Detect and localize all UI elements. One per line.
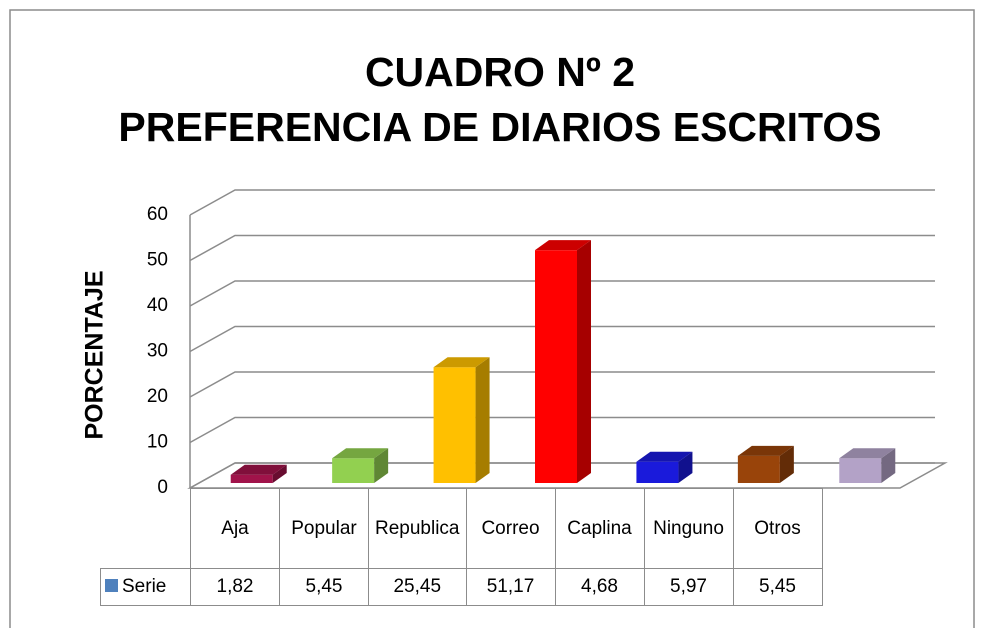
bar-front <box>433 367 476 483</box>
grid-line <box>189 280 935 307</box>
bar-side <box>475 357 490 483</box>
y-axis-label: PORCENTAJE <box>81 270 109 439</box>
chart-subtitle: PREFERENCIA DE DIARIOS ESCRITOS <box>118 104 881 150</box>
category-row: Aja Popular Republica Correo Caplina Ninguno O… <box>101 488 823 569</box>
y-tick-label: 60 <box>147 204 168 225</box>
y-tick-label: 40 <box>147 295 168 316</box>
value-cell: 5,45 <box>732 568 823 606</box>
category-cell: Caplina <box>554 488 645 569</box>
chart-title: CUADRO Nº 2 <box>365 49 635 95</box>
legend-label: Serie <box>122 576 167 597</box>
bar-side <box>678 451 693 483</box>
y-tick-label: 30 <box>147 341 168 362</box>
bar <box>636 451 693 483</box>
y-tick-label: 50 <box>147 250 168 271</box>
value-cell: 51,17 <box>465 568 556 606</box>
category-cell: Otros <box>732 488 823 569</box>
bar-top <box>230 464 287 475</box>
bar-front <box>535 250 577 483</box>
bar-side <box>881 448 896 483</box>
value-cell: 5,45 <box>279 568 369 606</box>
category-cell: Republica <box>368 488 467 569</box>
bar <box>535 240 591 483</box>
bar-side <box>374 448 389 483</box>
bar-front <box>332 458 375 483</box>
bar-front <box>636 461 679 483</box>
bar <box>433 357 490 483</box>
value-cell: 4,68 <box>554 568 645 606</box>
bar-top <box>636 451 693 462</box>
y-tick-label: 0 <box>157 477 168 498</box>
bar-side <box>577 240 591 483</box>
data-table: Aja Popular Republica Correo Caplina Ninguno O… <box>100 488 823 606</box>
bar-top <box>332 448 389 459</box>
category-cell: Popular <box>279 488 369 569</box>
grid-line <box>189 325 935 353</box>
value-cell: 25,45 <box>368 568 467 606</box>
bar-top <box>433 357 490 368</box>
category-cell: Correo <box>465 488 556 569</box>
grid-line <box>189 371 935 398</box>
bar-top <box>535 240 591 251</box>
bar <box>839 448 896 483</box>
bar <box>332 448 389 483</box>
bar-front <box>230 474 273 483</box>
bar <box>230 464 287 483</box>
bar-top <box>737 445 794 456</box>
value-cell: 1,82 <box>190 568 280 606</box>
bar-front <box>839 458 882 483</box>
bar-side <box>272 464 287 483</box>
value-row: Serie 1,82 5,45 25,45 51,17 4,68 5,97 5,45 <box>100 568 823 606</box>
y-tick-label: 20 <box>147 386 168 407</box>
bar-top <box>839 448 896 459</box>
bar-side <box>779 445 794 483</box>
grid-line <box>189 416 935 444</box>
y-tick-label: 10 <box>147 432 168 453</box>
category-cell: Ninguno <box>643 488 734 569</box>
grid-line <box>189 234 935 262</box>
blank-cell <box>101 489 191 569</box>
grid-line <box>189 189 935 216</box>
series-name-cell: Serie <box>100 568 191 606</box>
value-cell: 5,97 <box>643 568 734 606</box>
bar <box>737 445 794 483</box>
chart-border <box>9 9 975 628</box>
legend-swatch <box>105 579 118 592</box>
grid-line <box>189 462 935 489</box>
bar-front <box>737 455 780 483</box>
category-cell: Aja <box>190 488 280 569</box>
